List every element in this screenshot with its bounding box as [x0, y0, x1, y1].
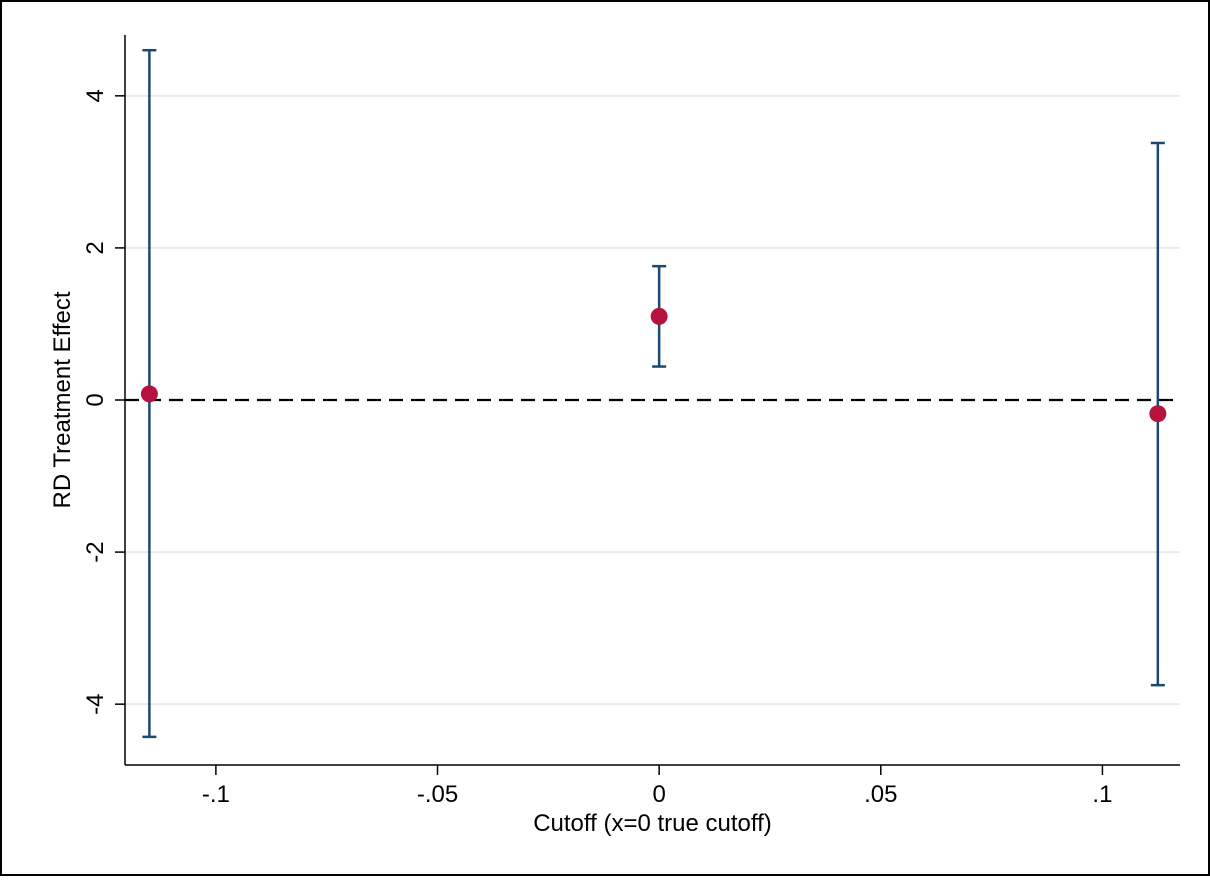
y-tick-label: -4 [82, 693, 109, 714]
x-tick-label: .1 [1092, 781, 1112, 808]
point-estimates [140, 307, 1167, 423]
y-tick-label: -2 [82, 541, 109, 562]
y-tick-label: 0 [82, 393, 109, 406]
y-tick-label: 4 [82, 89, 109, 102]
x-axis-label: Cutoff (x=0 true cutoff) [533, 810, 772, 837]
point-estimate [140, 385, 158, 403]
axes: -4 -2 0 2 4 -.1 -.05 0 .05 .1 [82, 35, 1180, 808]
point-estimate [1149, 405, 1167, 423]
x-tick-label: -.1 [202, 781, 230, 808]
point-estimate [650, 307, 668, 325]
x-tick-label: 0 [652, 781, 665, 808]
x-tick-label: .05 [864, 781, 897, 808]
x-tick-label: -.05 [417, 781, 458, 808]
gridlines [125, 94, 1180, 706]
y-axis-label: RD Treatment Effect [49, 291, 76, 508]
y-tick-label: 2 [82, 241, 109, 254]
